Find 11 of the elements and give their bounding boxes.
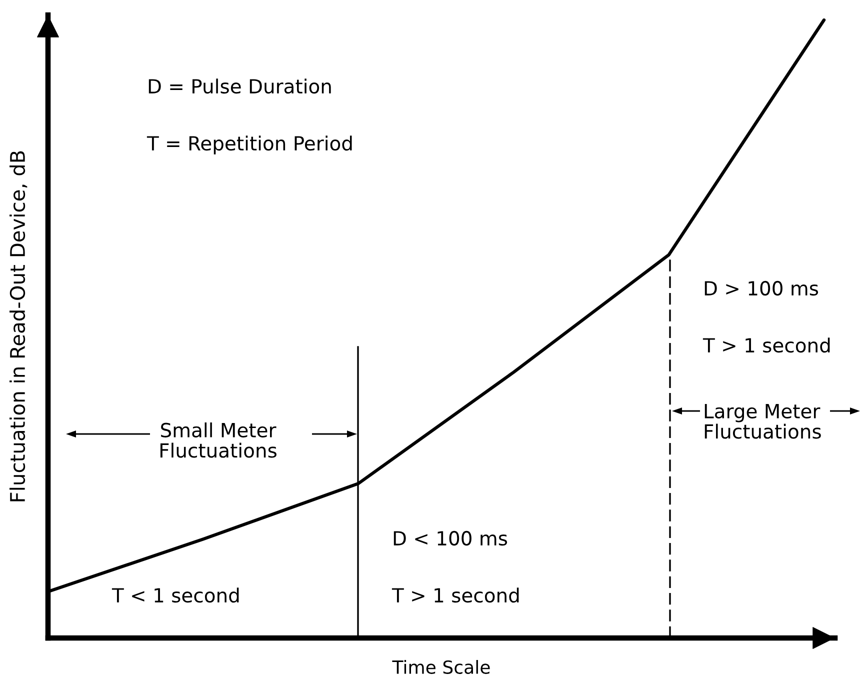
annotation: T = Repetition Period xyxy=(146,136,352,154)
annotation: T > 1 second xyxy=(702,338,830,353)
annotation: Small Meter Fluctuations xyxy=(160,422,276,458)
annotation: D = Pulse Duration xyxy=(148,78,331,94)
x-axis-title: Time Scale xyxy=(392,660,490,674)
annotation: Large Meter Fluctuations xyxy=(704,404,821,439)
y-axis-title: Fluctuation in Read-Out Device, dB xyxy=(10,151,28,502)
annotation: D < 100 ms xyxy=(394,530,508,546)
annotation: T < 1 second xyxy=(112,588,239,603)
annotation: T > 1 second xyxy=(392,588,519,603)
annotation: D > 100 ms xyxy=(704,280,818,296)
